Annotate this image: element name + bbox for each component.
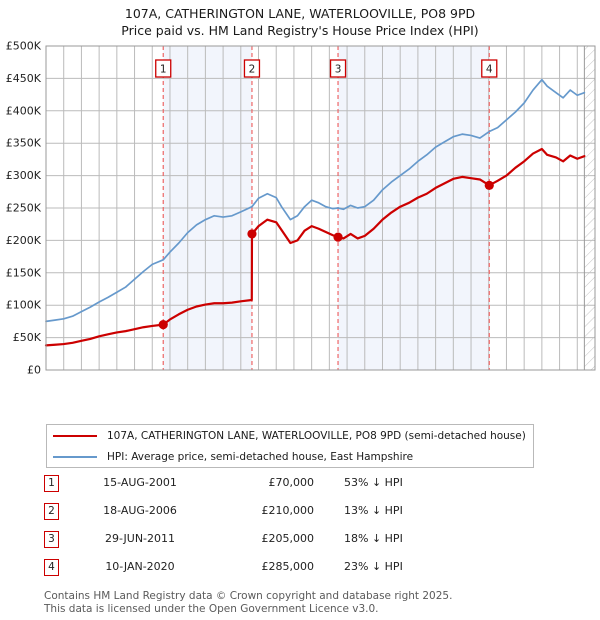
sale-delta-4: 23% ↓ HPI: [344, 560, 403, 573]
sale-point-1: [158, 320, 168, 330]
sale-price-4: £285,000: [261, 560, 315, 573]
page-title: 107A, CATHERINGTON LANE, WATERLOOVILLE, …: [0, 5, 600, 39]
legend-swatch-hpi: [53, 455, 97, 458]
svg-text:2: 2: [249, 64, 256, 76]
legend-item-hpi: HPI: Average price, semi-detached house,…: [47, 446, 533, 467]
sale-delta-1: 53% ↓ HPI: [344, 476, 403, 489]
legend-label-hpi: HPI: Average price, semi-detached house,…: [107, 450, 414, 463]
footer-line-1: Contains HM Land Registry data © Crown c…: [44, 590, 453, 602]
sale-delta-2: 13% ↓ HPI: [344, 504, 403, 517]
chart-gridlines: [45, 45, 596, 371]
svg-text:£100K: £100K: [6, 299, 42, 312]
series-line-property: [44, 147, 586, 347]
sale-badge-3: 3: [44, 531, 59, 548]
svg-text:£500K: £500K: [6, 40, 42, 53]
title-line-2: Price paid vs. HM Land Registry's House …: [121, 23, 479, 38]
title-line-1: 107A, CATHERINGTON LANE, WATERLOOVILLE, …: [124, 6, 476, 21]
table-row: 3 29-JUN-2011 £205,000 18% ↓ HPI: [44, 530, 564, 558]
sale-price-2: £210,000: [261, 504, 315, 517]
chart-area: £0 £50K £100K £150K £200K £250K £300K £350K £400…: [0, 40, 600, 375]
svg-text:4: 4: [486, 64, 493, 76]
sale-badge-4: 4: [44, 559, 59, 576]
chart-series: [44, 78, 586, 347]
y-axis-tick-labels: £0 £50K £100K £150K £200K £250K £300K £350K £400…: [6, 40, 42, 375]
legend-label-property: 107A, CATHERINGTON LANE, WATERLOOVILLE, …: [107, 429, 526, 442]
svg-text:£200K: £200K: [6, 234, 42, 247]
sale-point-2: [247, 229, 257, 239]
sales-history-table: 1 15-AUG-2001 £70,000 53% ↓ HPI 2 18-AUG…: [44, 474, 564, 586]
sale-date-2: 18-AUG-2006: [103, 504, 177, 517]
sale-date-1: 15-AUG-2001: [103, 476, 177, 489]
svg-text:£150K: £150K: [6, 266, 42, 279]
sale-date-3: 29-JUN-2011: [104, 532, 176, 545]
legend-swatch-property: [53, 434, 97, 437]
sale-date-4: 10-JAN-2020: [105, 560, 175, 573]
svg-text:£250K: £250K: [6, 202, 42, 215]
no-data-hatch-region: [583, 45, 596, 371]
sale-number-badges: 1 2 3 4: [155, 59, 498, 78]
sale-price-3: £205,000: [261, 532, 315, 545]
table-row: 2 18-AUG-2006 £210,000 13% ↓ HPI: [44, 502, 564, 530]
legend-item-property: 107A, CATHERINGTON LANE, WATERLOOVILLE, …: [47, 425, 533, 446]
svg-text:£0: £0: [27, 364, 41, 376]
svg-text:3: 3: [335, 64, 342, 76]
chart-legend: 107A, CATHERINGTON LANE, WATERLOOVILLE, …: [46, 424, 534, 468]
sale-point-markers: [158, 180, 494, 330]
svg-text:£450K: £450K: [6, 72, 42, 85]
svg-text:£400K: £400K: [6, 104, 42, 117]
sale-price-1: £70,000: [268, 476, 315, 489]
footer-line-2: This data is licensed under the Open Gov…: [44, 602, 379, 615]
table-row: 1 15-AUG-2001 £70,000 53% ↓ HPI: [44, 474, 564, 502]
copyright-footer: Contains HM Land Registry data © Crown c…: [44, 590, 584, 615]
sale-point-4: [484, 180, 494, 190]
table-row: 4 10-JAN-2020 £285,000 23% ↓ HPI: [44, 558, 564, 586]
chart-svg: £0 £50K £100K £150K £200K £250K £300K £350K £400…: [6, 40, 596, 375]
sale-badge-1: 1: [44, 475, 59, 492]
sale-point-3: [333, 232, 343, 242]
svg-text:£300K: £300K: [6, 169, 42, 182]
svg-text:£50K: £50K: [13, 331, 42, 344]
svg-text:1: 1: [160, 64, 167, 76]
sale-delta-3: 18% ↓ HPI: [344, 532, 403, 545]
series-line-hpi: [45, 78, 586, 323]
sale-badge-2: 2: [44, 503, 59, 520]
svg-text:£350K: £350K: [6, 137, 42, 150]
